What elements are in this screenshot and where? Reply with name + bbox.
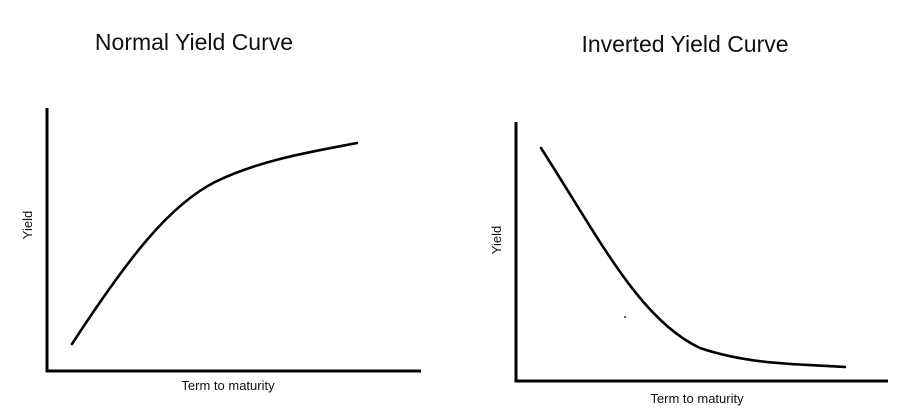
panel-title: Inverted Yield Curve: [581, 31, 788, 57]
panel-title: Normal Yield Curve: [95, 29, 293, 55]
y-axis-label: Yield: [489, 226, 504, 254]
inverted-panel: Inverted Yield Curve Yield Term to matur…: [489, 31, 888, 406]
normal-panel: Normal Yield Curve Yield Term to maturit…: [20, 29, 421, 393]
y-axis-label: Yield: [20, 211, 35, 239]
x-axis-label: Term to maturity: [181, 378, 275, 393]
axes: [514, 122, 888, 383]
yield-curve: [70, 141, 359, 346]
x-axis-label: Term to maturity: [650, 391, 744, 406]
axes: [45, 108, 421, 373]
yield-curve: [539, 146, 847, 369]
stray-dot: [624, 316, 626, 318]
